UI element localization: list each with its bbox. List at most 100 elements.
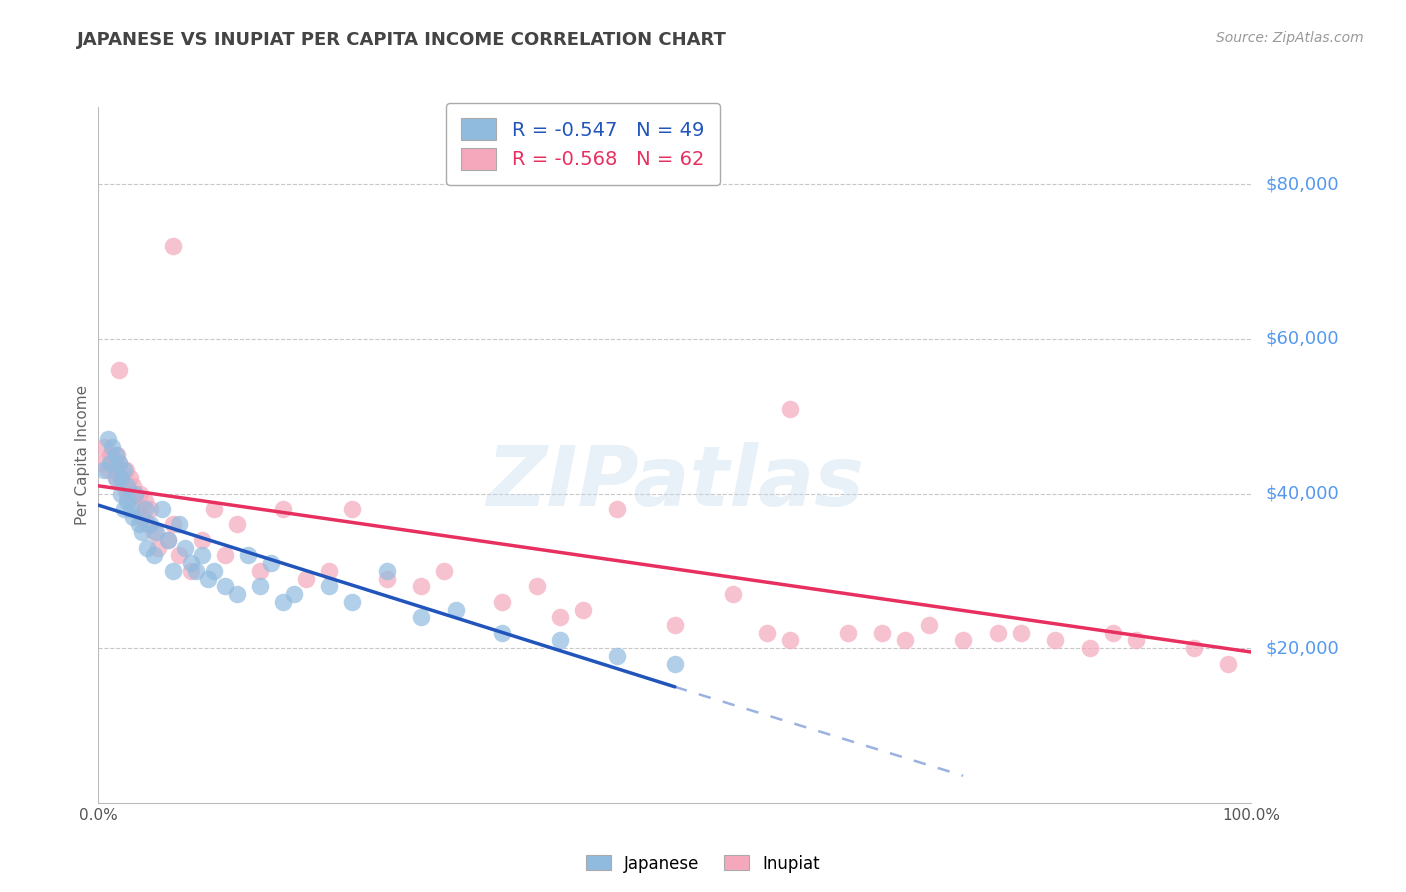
- Point: [606, 502, 628, 516]
- Point: [110, 471, 132, 485]
- Point: [117, 494, 139, 508]
- Point: [1045, 633, 1067, 648]
- Point: [104, 448, 127, 462]
- Point: [340, 595, 363, 609]
- Point: [134, 494, 156, 508]
- Point: [145, 525, 167, 540]
- Legend: R = -0.547   N = 49, R = -0.568   N = 62: R = -0.547 N = 49, R = -0.568 N = 62: [446, 103, 720, 186]
- Point: [115, 463, 138, 477]
- Text: $60,000: $60,000: [1265, 330, 1339, 348]
- Point: [108, 456, 131, 470]
- Point: [295, 572, 318, 586]
- Point: [238, 549, 260, 563]
- Point: [90, 456, 112, 470]
- Point: [606, 648, 628, 663]
- Point: [444, 602, 467, 616]
- Point: [131, 525, 153, 540]
- Text: Source: ZipAtlas.com: Source: ZipAtlas.com: [1216, 31, 1364, 45]
- Point: [112, 479, 135, 493]
- Point: [202, 502, 225, 516]
- Point: [917, 618, 939, 632]
- Point: [103, 463, 125, 477]
- Point: [93, 463, 115, 477]
- Point: [1218, 657, 1240, 671]
- Point: [180, 556, 202, 570]
- Point: [433, 564, 456, 578]
- Point: [1102, 625, 1125, 640]
- Point: [214, 549, 236, 563]
- Point: [1078, 641, 1101, 656]
- Point: [104, 471, 127, 485]
- Point: [101, 440, 124, 454]
- Point: [98, 448, 121, 462]
- Point: [526, 579, 548, 593]
- Point: [1125, 633, 1147, 648]
- Point: [271, 502, 294, 516]
- Point: [318, 564, 340, 578]
- Point: [837, 625, 859, 640]
- Point: [101, 456, 124, 470]
- Point: [197, 572, 219, 586]
- Point: [110, 471, 132, 485]
- Point: [108, 456, 131, 470]
- Point: [162, 564, 184, 578]
- Point: [97, 463, 120, 477]
- Point: [128, 517, 150, 532]
- Point: [127, 502, 149, 516]
- Point: [122, 509, 145, 524]
- Point: [202, 564, 225, 578]
- Point: [142, 549, 165, 563]
- Point: [375, 564, 398, 578]
- Point: [112, 463, 135, 477]
- Point: [124, 486, 146, 500]
- Y-axis label: Per Capita Income: Per Capita Income: [75, 384, 90, 525]
- Point: [283, 587, 305, 601]
- Point: [110, 486, 132, 500]
- Point: [872, 625, 894, 640]
- Point: [93, 440, 115, 454]
- Point: [548, 633, 571, 648]
- Point: [1010, 625, 1032, 640]
- Point: [191, 549, 214, 563]
- Text: $40,000: $40,000: [1265, 484, 1339, 502]
- Text: ZIPatlas: ZIPatlas: [486, 442, 863, 524]
- Point: [174, 541, 197, 555]
- Point: [260, 556, 283, 570]
- Point: [97, 433, 120, 447]
- Point: [987, 625, 1010, 640]
- Point: [135, 541, 157, 555]
- Point: [135, 517, 157, 532]
- Point: [180, 564, 202, 578]
- Point: [249, 564, 271, 578]
- Point: [148, 541, 170, 555]
- Point: [664, 657, 686, 671]
- Point: [664, 618, 686, 632]
- Point: [162, 517, 184, 532]
- Point: [124, 486, 146, 500]
- Point: [120, 502, 142, 516]
- Point: [1182, 641, 1205, 656]
- Point: [271, 595, 294, 609]
- Point: [142, 525, 165, 540]
- Point: [117, 486, 139, 500]
- Point: [150, 502, 173, 516]
- Point: [117, 479, 139, 493]
- Point: [214, 579, 236, 593]
- Point: [952, 633, 974, 648]
- Point: [411, 579, 433, 593]
- Text: $20,000: $20,000: [1265, 640, 1339, 657]
- Point: [491, 595, 513, 609]
- Point: [779, 401, 801, 416]
- Point: [340, 502, 363, 516]
- Point: [134, 502, 156, 516]
- Point: [225, 517, 247, 532]
- Point: [139, 502, 162, 516]
- Point: [139, 517, 162, 532]
- Point: [721, 587, 744, 601]
- Point: [894, 633, 917, 648]
- Point: [156, 533, 179, 547]
- Point: [779, 633, 801, 648]
- Point: [167, 517, 190, 532]
- Point: [108, 363, 131, 377]
- Point: [131, 509, 153, 524]
